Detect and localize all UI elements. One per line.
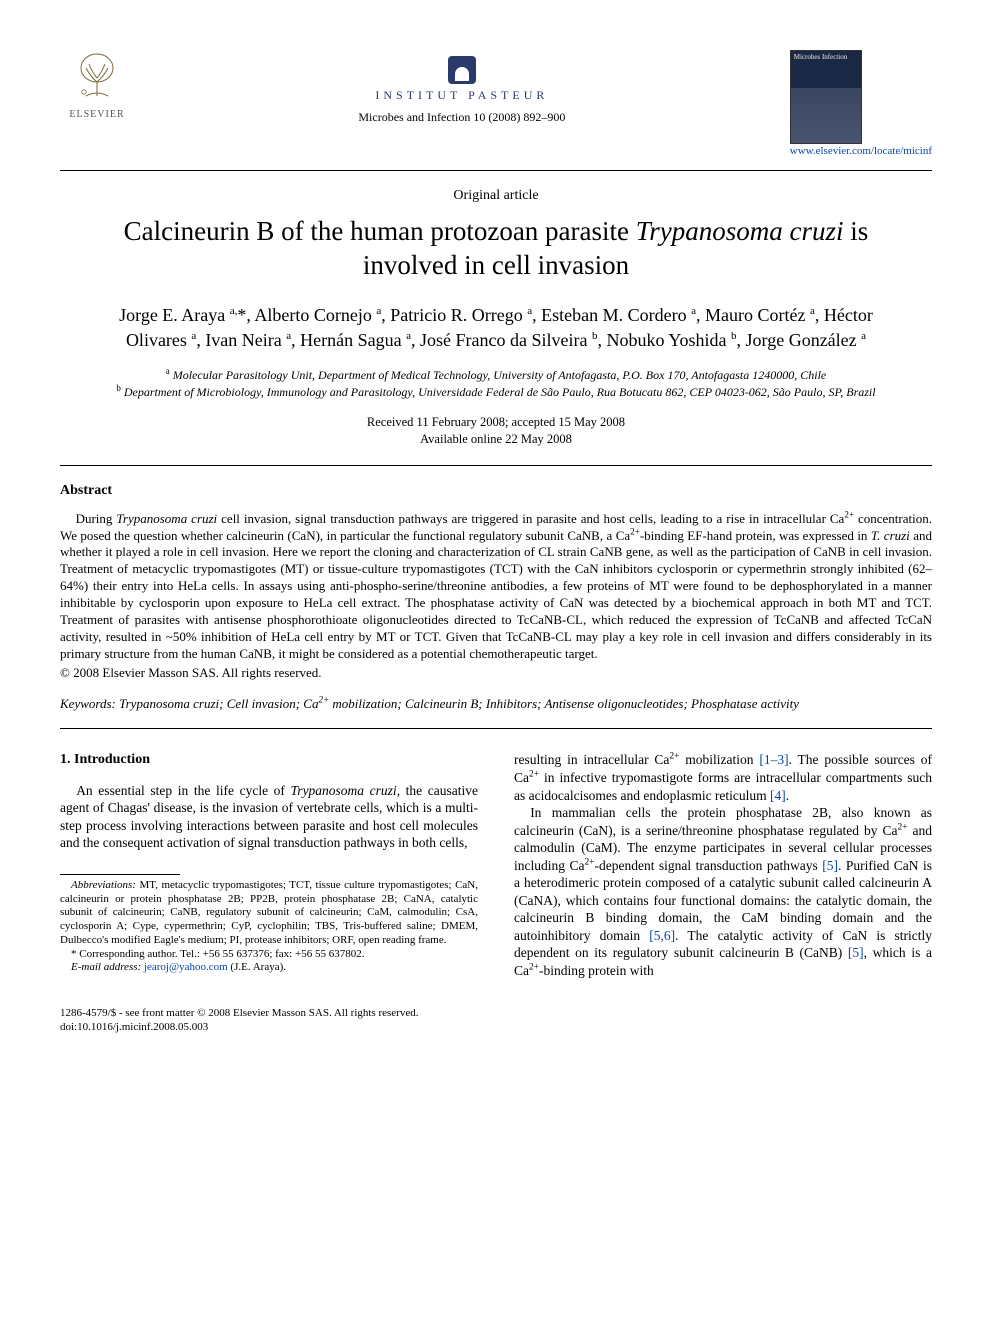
- ref-5-6[interactable]: [5,6]: [649, 928, 675, 943]
- ref-4[interactable]: [4]: [770, 788, 786, 803]
- article-title: Calcineurin B of the human protozoan par…: [90, 215, 902, 283]
- left-column: 1. Introduction An essential step in the…: [60, 751, 478, 979]
- received-accepted: Received 11 February 2008; accepted 15 M…: [60, 414, 932, 431]
- ref-5a[interactable]: [5]: [822, 858, 838, 873]
- ref-1-3[interactable]: [1–3]: [759, 752, 788, 767]
- abbrev-label: Abbreviations:: [71, 879, 136, 891]
- keywords-text: Trypanosoma cruzi; Cell invasion; Ca2+ m…: [116, 696, 799, 711]
- elsevier-logo: ELSEVIER: [60, 50, 134, 121]
- article-dates: Received 11 February 2008; accepted 15 M…: [60, 414, 932, 448]
- body-columns: 1. Introduction An essential step in the…: [60, 751, 932, 979]
- email-label: E-mail address:: [71, 961, 141, 973]
- intro-p3: In mammalian cells the protein phosphata…: [514, 804, 932, 979]
- affiliation-b: Department of Microbiology, Immunology a…: [124, 385, 876, 399]
- corresponding-author: * Corresponding author. Tel.: +56 55 637…: [60, 948, 478, 962]
- abstract-heading: Abstract: [60, 482, 932, 500]
- available-online: Available online 22 May 2008: [60, 431, 932, 448]
- affiliations: a Molecular Parasitology Unit, Departmen…: [100, 367, 892, 399]
- email-tail: (J.E. Araya).: [228, 961, 286, 973]
- email-link[interactable]: jearoj@yahoo.com: [141, 961, 228, 973]
- keywords: Keywords: Trypanosoma cruzi; Cell invasi…: [60, 696, 932, 713]
- footnotes: Abbreviations: MT, metacyclic trypomasti…: [60, 879, 478, 975]
- journal-reference: Microbes and Infection 10 (2008) 892–900: [134, 110, 790, 126]
- journal-cover-icon: Microbes Infection: [790, 50, 862, 144]
- title-pre: Calcineurin B of the human protozoan par…: [124, 216, 636, 246]
- affiliation-a: Molecular Parasitology Unit, Department …: [173, 368, 827, 382]
- intro-heading: 1. Introduction: [60, 751, 478, 769]
- elsevier-label: ELSEVIER: [60, 108, 134, 121]
- elsevier-tree-icon: [72, 50, 122, 100]
- ref-5b[interactable]: [5]: [848, 945, 864, 960]
- author-list: Jorge E. Araya a,*, Alberto Cornejo a, P…: [90, 303, 902, 353]
- intro-p2: resulting in intracellular Ca2+ mobiliza…: [514, 751, 932, 804]
- journal-cover-text: Microbes Infection: [794, 53, 847, 61]
- footer: 1286-4579/$ - see front matter © 2008 El…: [60, 1006, 932, 1035]
- abstract-bottom-rule: [60, 728, 932, 729]
- article-header: ELSEVIER INSTITUT PASTEUR Microbes and I…: [60, 50, 932, 162]
- footer-issn: 1286-4579/$ - see front matter © 2008 El…: [60, 1006, 932, 1020]
- header-rule: [60, 170, 932, 171]
- footnote-rule: [60, 874, 180, 875]
- abstract-body: During Trypanosoma cruzi cell invasion, …: [60, 511, 932, 663]
- keywords-label: Keywords:: [60, 696, 116, 711]
- footer-doi: doi:10.1016/j.micinf.2008.05.003: [60, 1020, 932, 1034]
- title-italic: Trypanosoma cruzi: [636, 216, 844, 246]
- journal-cover-block: Microbes Infection www.elsevier.com/loca…: [790, 50, 932, 162]
- journal-link[interactable]: www.elsevier.com/locate/micinf: [790, 144, 932, 158]
- intro-p1: An essential step in the life cycle of T…: [60, 782, 478, 852]
- pasteur-logo-icon: [448, 56, 476, 84]
- pasteur-label: INSTITUT PASTEUR: [134, 88, 790, 104]
- right-column: resulting in intracellular Ca2+ mobiliza…: [514, 751, 932, 979]
- abstract-top-rule: [60, 465, 932, 466]
- pasteur-block: INSTITUT PASTEUR Microbes and Infection …: [134, 50, 790, 129]
- article-type: Original article: [60, 187, 932, 205]
- abstract-copyright: © 2008 Elsevier Masson SAS. All rights r…: [60, 665, 932, 682]
